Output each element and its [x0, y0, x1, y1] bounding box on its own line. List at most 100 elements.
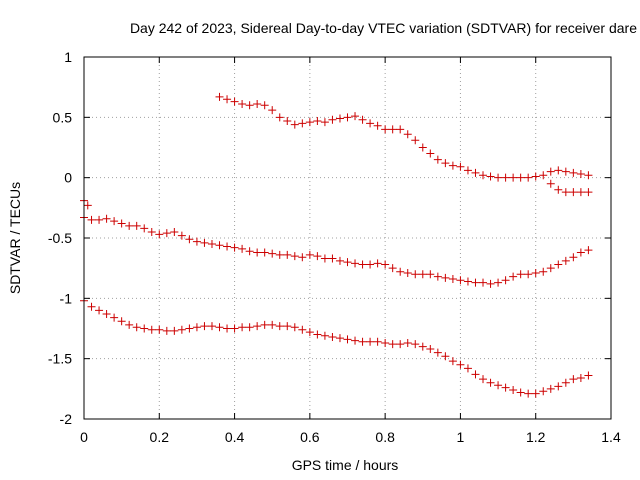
data-point: [524, 270, 533, 279]
data-point: [448, 161, 457, 170]
data-point: [260, 248, 269, 257]
data-point: [576, 170, 585, 179]
series-lower: [80, 296, 593, 398]
data-point: [125, 320, 134, 329]
data-point: [433, 155, 442, 164]
data-point: [554, 166, 563, 175]
data-point: [373, 337, 382, 346]
data-point: [501, 276, 510, 285]
data-point: [403, 130, 412, 139]
data-point: [358, 260, 367, 269]
y-tick-label: -1.5: [48, 351, 72, 367]
data-point: [192, 237, 201, 246]
data-point: [494, 173, 503, 182]
data-point: [95, 215, 104, 224]
data-point: [433, 272, 442, 281]
data-point: [584, 171, 593, 180]
data-point: [155, 230, 164, 239]
data-point: [230, 243, 239, 252]
data-point: [554, 260, 563, 269]
data-point: [561, 167, 570, 176]
x-tick-label: 1: [457, 429, 465, 445]
data-point: [275, 322, 284, 331]
series-upper: [215, 92, 593, 182]
data-point: [576, 373, 585, 382]
data-point: [479, 375, 488, 384]
data-point: [396, 125, 405, 134]
data-point: [268, 106, 277, 115]
data-point: [546, 384, 555, 393]
data-point: [102, 310, 111, 319]
data-point: [95, 306, 104, 315]
data-point: [396, 340, 405, 349]
data-point: [456, 360, 465, 369]
data-point: [275, 113, 284, 122]
data-point: [539, 387, 548, 396]
data-point: [320, 254, 329, 263]
data-point: [546, 264, 555, 273]
data-point: [479, 171, 488, 180]
data-point: [479, 278, 488, 287]
data-point: [456, 162, 465, 171]
data-point: [546, 179, 555, 188]
data-point: [456, 276, 465, 285]
data-point: [140, 324, 149, 333]
data-point: [260, 320, 269, 329]
data-point: [313, 330, 322, 339]
data-point: [313, 116, 322, 125]
data-point: [335, 114, 344, 123]
data-point: [140, 224, 149, 233]
data-point: [245, 247, 254, 256]
data-point: [366, 260, 375, 269]
data-point: [223, 242, 232, 251]
data-point: [132, 323, 141, 332]
data-point: [539, 171, 548, 180]
data-point: [576, 248, 585, 257]
data-point: [170, 326, 179, 335]
data-point: [381, 338, 390, 347]
data-point: [192, 323, 201, 332]
x-tick-label: 0: [80, 429, 88, 445]
data-point: [358, 115, 367, 124]
data-point: [388, 340, 397, 349]
data-point: [358, 337, 367, 346]
data-point: [418, 270, 427, 279]
data-point: [561, 378, 570, 387]
data-point: [366, 337, 375, 346]
data-point: [426, 149, 435, 158]
data-point: [471, 370, 480, 379]
data-point: [283, 116, 292, 125]
data-point: [539, 267, 548, 276]
x-tick-label: 0.8: [375, 429, 395, 445]
data-point: [516, 388, 525, 397]
data-point: [290, 120, 299, 129]
data-point: [260, 101, 269, 110]
data-point: [245, 323, 254, 332]
data-point: [418, 342, 427, 351]
data-point: [328, 332, 337, 341]
data-point: [207, 240, 216, 249]
data-point: [441, 352, 450, 361]
data-point: [215, 241, 224, 250]
data-point: [554, 382, 563, 391]
data-point: [223, 324, 232, 333]
data-point: [494, 381, 503, 390]
data-point: [177, 231, 186, 240]
series-middle-start: [80, 196, 92, 210]
y-tick-label: -0.5: [48, 230, 72, 246]
x-axis-label: GPS time / hours: [292, 457, 399, 473]
data-point: [524, 173, 533, 182]
data-point: [561, 188, 570, 197]
data-point: [117, 219, 126, 228]
data-point: [516, 270, 525, 279]
data-point: [275, 250, 284, 259]
data-point: [569, 253, 578, 262]
data-point: [509, 386, 518, 395]
data-point: [486, 172, 495, 181]
data-point: [426, 345, 435, 354]
data-point: [125, 221, 134, 230]
data-point: [313, 252, 322, 261]
data-point: [147, 325, 156, 334]
